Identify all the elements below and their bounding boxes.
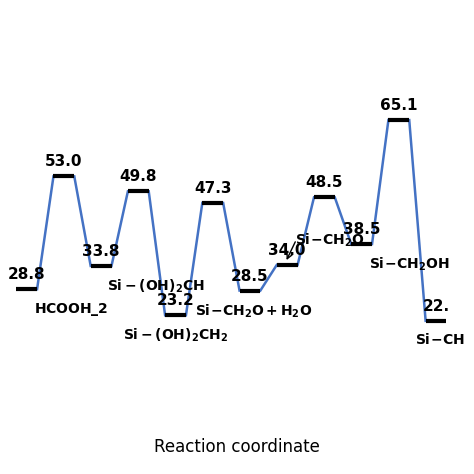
Text: $\mathbf{Si\!-\!CH_2O + H_2O}$: $\mathbf{Si\!-\!CH_2O + H_2O}$ (195, 302, 312, 319)
Text: 49.8: 49.8 (119, 169, 157, 184)
Text: 28.5: 28.5 (231, 269, 269, 283)
Text: $\mathbf{Si\!-\!CH_2O}$: $\mathbf{Si\!-\!CH_2O}$ (295, 231, 364, 249)
Text: 38.5: 38.5 (343, 222, 380, 237)
Text: 23.2: 23.2 (156, 293, 194, 308)
Text: 33.8: 33.8 (82, 244, 120, 259)
Text: Reaction coordinate: Reaction coordinate (154, 438, 320, 456)
Text: 48.5: 48.5 (306, 175, 343, 191)
Text: 47.3: 47.3 (194, 181, 231, 196)
Text: 22.: 22. (422, 299, 450, 314)
Text: $\mathbf{Si-(OH)_2CH_2}$: $\mathbf{Si-(OH)_2CH_2}$ (123, 327, 228, 344)
Text: 65.1: 65.1 (380, 98, 418, 113)
Text: $\mathbf{Si-(OH)_2CH}$: $\mathbf{Si-(OH)_2CH}$ (107, 277, 204, 295)
Text: 53.0: 53.0 (45, 155, 82, 170)
Text: $\mathbf{Si\!-\!CH}$: $\mathbf{Si\!-\!CH}$ (415, 332, 465, 347)
Text: $\mathbf{HCOOH\_2}$: $\mathbf{HCOOH\_2}$ (34, 301, 109, 318)
Text: 34.0: 34.0 (268, 243, 306, 258)
Text: $\mathbf{Si\!-\!CH_2OH}$: $\mathbf{Si\!-\!CH_2OH}$ (369, 255, 450, 273)
Text: 28.8: 28.8 (8, 267, 46, 282)
